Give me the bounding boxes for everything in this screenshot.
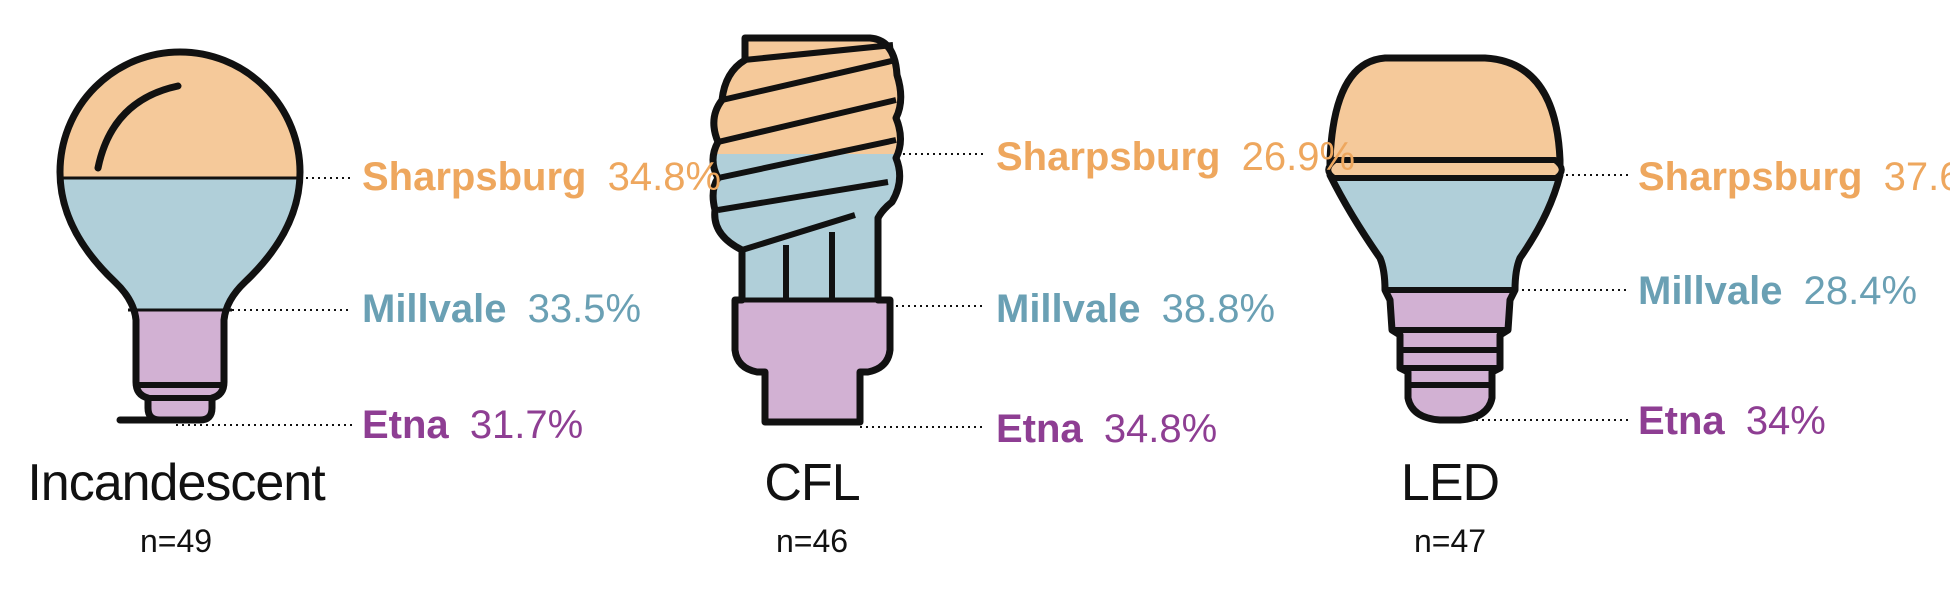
bulb-cfl-tubes — [783, 232, 835, 300]
label-led-sharpsburg: Sharpsburg 37.6% — [1638, 155, 1950, 199]
label-percent: 31.7% — [470, 403, 583, 447]
bulb-led — [1325, 54, 1565, 424]
label-percent: 34.8% — [1104, 407, 1217, 451]
bulb-cfl-outline — [709, 34, 905, 426]
label-cfl-etna: Etna 34.8% — [996, 407, 1217, 451]
label-city: Millvale — [362, 287, 507, 331]
label-percent: 37.6% — [1884, 155, 1950, 199]
leader-lines — [176, 153, 1628, 428]
label-city: Millvale — [1638, 269, 1783, 313]
label-city: Etna — [996, 407, 1083, 451]
label-led-etna: Etna 34% — [1638, 399, 1826, 443]
label-cfl-sharpsburg: Sharpsburg 26.9% — [996, 135, 1355, 179]
bulb-led-rim — [1325, 157, 1565, 181]
n-cfl: n=46 — [776, 523, 848, 559]
segment-incandescent-etna — [60, 310, 300, 420]
label-percent: 38.8% — [1162, 287, 1275, 331]
label-incandescent-etna: Etna 31.7% — [362, 403, 583, 447]
label-city: Sharpsburg — [996, 135, 1220, 179]
label-led-millvale: Millvale 28.4% — [1638, 269, 1917, 313]
label-percent: 26.9% — [1242, 135, 1355, 179]
title-cfl: CFL — [764, 454, 859, 512]
segment-incandescent-sharpsburg — [60, 52, 300, 178]
label-percent: 33.5% — [528, 287, 641, 331]
labels-cfl: Sharpsburg 26.9% Millvale 38.8% Etna 34.… — [764, 135, 1355, 559]
n-incandescent: n=49 — [140, 523, 212, 559]
label-city: Sharpsburg — [1638, 155, 1862, 199]
label-incandescent-sharpsburg: Sharpsburg 34.8% — [362, 155, 721, 199]
segment-led-sharpsburg — [1330, 58, 1560, 168]
bulb-incandescent-cap-line — [136, 382, 224, 401]
bulb-led-threads — [1385, 287, 1515, 388]
bulb-incandescent-outline — [56, 48, 304, 424]
bulb-cfl-spiral — [717, 42, 897, 253]
labels-led: Sharpsburg 37.6% Millvale 28.4% Etna 34%… — [1401, 155, 1950, 559]
bulb-cfl — [709, 34, 905, 426]
bulb-incandescent-highlight — [94, 82, 182, 172]
bulb-incandescent — [56, 48, 304, 424]
title-incandescent: Incandescent — [27, 454, 326, 512]
label-percent: 34% — [1746, 399, 1826, 443]
label-city: Sharpsburg — [362, 155, 586, 199]
labels-incandescent: Sharpsburg 34.8% Millvale 33.5% Etna 31.… — [27, 155, 721, 559]
label-percent: 34.8% — [608, 155, 721, 199]
label-city: Etna — [1638, 399, 1725, 443]
n-led: n=47 — [1414, 523, 1486, 559]
label-incandescent-millvale: Millvale 33.5% — [362, 287, 641, 331]
label-city: Millvale — [996, 287, 1141, 331]
label-city: Etna — [362, 403, 449, 447]
label-percent: 28.4% — [1804, 269, 1917, 313]
label-cfl-millvale: Millvale 38.8% — [996, 287, 1275, 331]
segment-led-etna — [1330, 290, 1560, 420]
title-led: LED — [1401, 454, 1499, 512]
